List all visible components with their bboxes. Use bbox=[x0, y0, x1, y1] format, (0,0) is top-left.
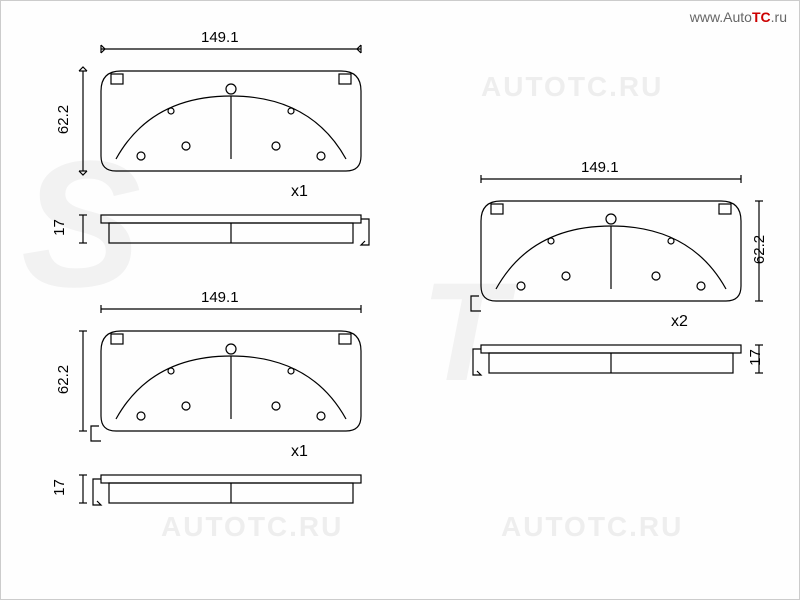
watermark-2: AUTOTC.RU bbox=[161, 511, 343, 543]
dim-height-tl: 62.2 bbox=[55, 105, 72, 134]
qty-bl: x1 bbox=[291, 443, 308, 461]
brake-pad-bottom-left bbox=[71, 301, 371, 515]
pad-side-view bbox=[71, 465, 371, 515]
qty-tl: x1 bbox=[291, 183, 308, 201]
dim-width-bl: 149.1 bbox=[201, 289, 239, 306]
pad-side-view bbox=[451, 335, 771, 385]
pad-face-view bbox=[71, 301, 371, 461]
dim-height-r: 62.2 bbox=[751, 235, 768, 264]
brake-pad-right bbox=[451, 171, 771, 385]
pad-side-view bbox=[71, 205, 371, 255]
url-main: Auto bbox=[723, 9, 752, 25]
pad-face-view bbox=[71, 41, 371, 201]
dim-thick-tl: 17 bbox=[51, 219, 68, 236]
watermark-3: AUTOTC.RU bbox=[501, 511, 683, 543]
watermark-1: AUTOTC.RU bbox=[481, 71, 663, 103]
dim-thick-bl: 17 bbox=[51, 479, 68, 496]
dim-width-r: 149.1 bbox=[581, 159, 619, 176]
url-accent: TC bbox=[752, 9, 771, 25]
url-prefix: www. bbox=[690, 9, 723, 25]
pad-face-view bbox=[451, 171, 771, 331]
url-suffix: .ru bbox=[771, 9, 787, 25]
dim-height-bl: 62.2 bbox=[55, 365, 72, 394]
dim-width-tl: 149.1 bbox=[201, 29, 239, 46]
drawing-canvas: S T AUTOTC.RU AUTOTC.RU AUTOTC.RU www.Au… bbox=[0, 0, 800, 600]
dim-thick-r: 17 bbox=[747, 349, 764, 366]
brake-pad-top-left bbox=[71, 41, 371, 255]
source-url: www.AutoTC.ru bbox=[690, 9, 787, 25]
qty-r: x2 bbox=[671, 313, 688, 331]
